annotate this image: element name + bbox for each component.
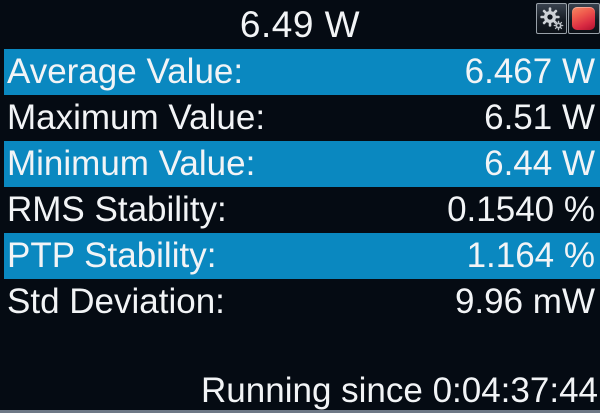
small-gear-icon [553,20,564,31]
stats-row-value: 1.164 % [466,236,595,275]
stop-button[interactable] [568,3,600,34]
stats-row-label: Minimum Value: [7,144,256,183]
stats-row-label: Std Deviation: [7,282,225,321]
stats-row: Maximum Value: 6.51 W [4,95,600,141]
stats-row-value: 6.44 W [484,144,595,183]
stats-list: Average Value: 6.467 W Maximum Value: 6.… [0,49,600,325]
running-since-status: Running since 0:04:37:44 [201,370,598,410]
stats-row-value: 0.1540 % [447,190,595,229]
gear-icon [540,7,560,27]
settings-button[interactable] [536,3,567,34]
main-power-reading: 6.49 W [239,4,361,45]
stats-row-label: Average Value: [7,52,244,91]
stats-row-value: 6.467 W [464,52,595,91]
stats-row: Average Value: 6.467 W [4,49,600,95]
stats-row: Minimum Value: 6.44 W [4,141,600,187]
stats-row-value: 6.51 W [484,98,595,137]
stats-row-value: 9.96 mW [454,282,595,321]
stats-row-label: Maximum Value: [7,98,266,137]
bottom-edge-strip [0,410,600,413]
stats-row: Std Deviation: 9.96 mW [4,279,600,325]
stats-row: RMS Stability: 0.1540 % [4,187,600,233]
stats-row-label: RMS Stability: [7,190,227,229]
stats-row-label: PTP Stability: [7,236,217,275]
stop-square-icon [572,7,595,30]
stats-row: PTP Stability: 1.164 % [4,233,600,279]
